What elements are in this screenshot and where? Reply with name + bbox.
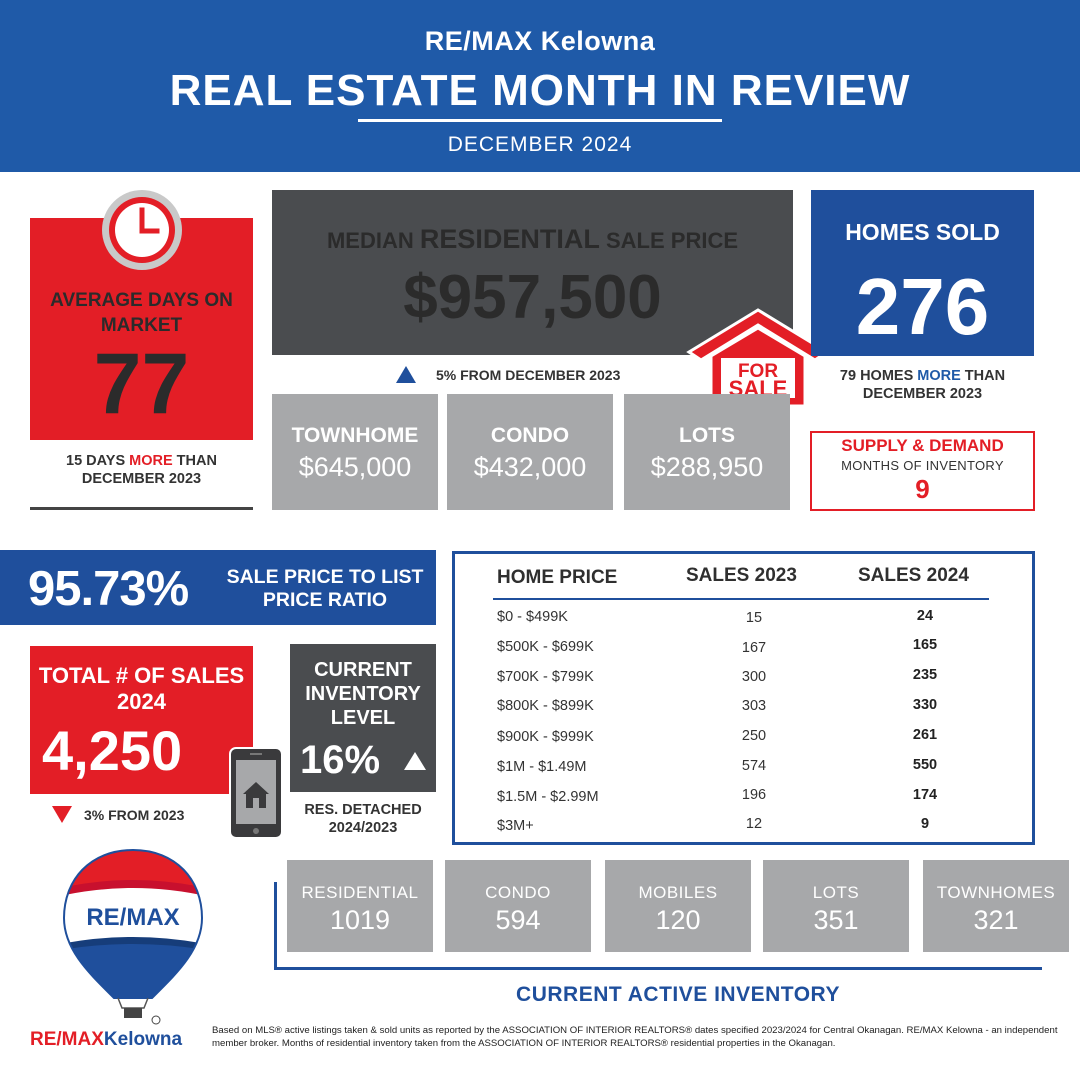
table-header-sales-2023: SALES 2023 <box>686 565 797 586</box>
table-row-2024: 261 <box>912 727 938 743</box>
table-row-range: $700K - $799K <box>497 669 594 685</box>
table-row-range: $0 - $499K <box>497 609 568 625</box>
median-price-value: $957,500 <box>403 263 662 332</box>
active-townhomes-card <box>923 860 1069 952</box>
header-banner <box>0 0 1080 172</box>
condo-price-label: CONDO <box>490 424 570 447</box>
title-divider <box>358 119 722 122</box>
active-townhomes-value: 321 <box>973 905 1019 935</box>
active-inventory-bracket <box>274 882 277 970</box>
table-row-2024: 235 <box>912 667 938 683</box>
current-inventory-value: 16% <box>300 738 381 782</box>
condo-price-value: $432,000 <box>473 452 587 482</box>
active-townhomes-label: TOWNHOMES <box>936 883 1056 902</box>
active-mobiles-value: 120 <box>655 905 701 935</box>
table-row-2023: 12 <box>745 816 763 832</box>
supply-demand-card <box>810 431 1035 511</box>
active-inventory-title: CURRENT ACTIVE INVENTORY <box>516 983 840 1006</box>
table-row-range: $1.5M - $2.99M <box>497 789 599 805</box>
supply-demand-subtitle: MONTHS OF INVENTORY <box>841 458 1004 473</box>
table-row-2024: 330 <box>912 697 938 713</box>
table-row-2023: 15 <box>745 610 763 626</box>
active-residential-card <box>287 860 433 952</box>
median-price-label: MEDIAN RESIDENTIAL SALE PRICE <box>326 224 739 254</box>
table-row-range: $800K - $899K <box>497 698 594 714</box>
active-lots-value: 351 <box>813 905 859 935</box>
sale-to-list-ratio-label: SALE PRICE TO LIST PRICE RATIO <box>226 566 424 611</box>
table-row-range: $1M - $1.49M <box>497 759 587 775</box>
table-row-range: $900K - $999K <box>497 729 594 745</box>
table-row-2023: 167 <box>741 640 767 656</box>
sale-to-list-ratio-value: 95.73% <box>28 562 189 616</box>
lots-price-value: $288,950 <box>650 452 764 482</box>
table-row-2024: 9 <box>920 816 930 832</box>
active-lots-label: LOTS <box>812 883 860 902</box>
table-row-2023: 574 <box>741 758 767 774</box>
days-on-market-divider <box>30 507 253 510</box>
table-row-range: $3M+ <box>497 818 534 834</box>
days-on-market-label: AVERAGE DAYS ON MARKET <box>50 290 233 336</box>
active-condo-value: 594 <box>495 905 541 935</box>
townhome-price-value: $645,000 <box>298 452 412 482</box>
sale-to-list-ratio-banner <box>0 550 436 625</box>
up-arrow-icon <box>404 752 426 770</box>
supply-demand-value: 9 <box>915 474 930 504</box>
for-sale-line1: FOR <box>738 361 778 382</box>
table-header-sales-2024: SALES 2024 <box>858 565 969 586</box>
footer-brand: RE/MAXKelowna <box>30 1029 183 1050</box>
current-inventory-note: RES. DETACHED 2024/2023 <box>304 802 422 836</box>
table-row-2024: 24 <box>916 608 934 624</box>
days-on-market-value: 77 <box>93 336 190 432</box>
table-row-2023: 250 <box>741 728 767 744</box>
active-residential-value: 1019 <box>329 905 391 935</box>
homes-sold-value: 276 <box>855 262 990 351</box>
price-range-table <box>452 551 1035 845</box>
clock-icon <box>100 188 184 272</box>
total-sales-change: 3% FROM 2023 <box>84 807 185 823</box>
homes-sold-comparison: 79 HOMES MORE THAN DECEMBER 2023 <box>839 368 1006 402</box>
homes-sold-label: HOMES SOLD <box>845 219 1000 245</box>
total-sales-value: 4,250 <box>42 719 183 782</box>
townhome-price-card <box>272 394 438 510</box>
down-arrow-icon <box>52 806 72 823</box>
table-row-2024: 550 <box>912 757 938 773</box>
active-condo-card <box>445 860 591 952</box>
remax-balloon-icon: RE/MAX <box>60 846 206 1026</box>
lots-price-label: LOTS <box>679 424 735 447</box>
median-price-change: 5% FROM DECEMBER 2023 <box>436 367 621 383</box>
active-inventory-bracket <box>274 967 1042 970</box>
current-inventory-label: CURRENT INVENTORY LEVEL <box>305 659 421 729</box>
condo-price-card <box>447 394 613 510</box>
table-row-2024: 165 <box>912 637 938 653</box>
table-row-2023: 196 <box>741 787 767 803</box>
up-arrow-icon <box>396 366 416 383</box>
report-month: DECEMBER 2024 <box>447 133 633 156</box>
disclaimer-text: Based on MLS® active listings taken & so… <box>212 1025 1058 1049</box>
townhome-price-label: TOWNHOME <box>291 424 419 447</box>
table-header-home-price: HOME PRICE <box>497 567 618 588</box>
days-on-market-comparison: 15 DAYS MORE THAN DECEMBER 2023 <box>66 453 217 487</box>
table-row-2024: 174 <box>912 787 938 803</box>
total-sales-card <box>30 646 253 794</box>
table-row-2023: 300 <box>741 669 767 685</box>
homes-sold-card <box>811 190 1034 356</box>
table-header-divider <box>493 598 989 600</box>
lots-price-card <box>624 394 790 510</box>
supply-demand-title: SUPPLY & DEMAND <box>841 436 1004 455</box>
brand-title: RE/MAX Kelowna <box>424 26 656 56</box>
phone-house-icon <box>228 746 284 840</box>
table-row-range: $500K - $699K <box>497 639 594 655</box>
median-price-card <box>272 190 793 355</box>
active-condo-label: CONDO <box>485 883 551 902</box>
active-lots-card <box>763 860 909 952</box>
active-residential-label: RESIDENTIAL <box>301 883 419 902</box>
total-sales-label: TOTAL # OF SALES 2024 <box>38 663 245 714</box>
active-mobiles-label: MOBILES <box>638 883 718 902</box>
table-row-2023: 303 <box>741 698 767 714</box>
balloon-text: RE/MAX <box>86 904 179 931</box>
page-title: REAL ESTATE MONTH IN REVIEW <box>169 66 911 115</box>
active-mobiles-card <box>605 860 751 952</box>
for-sale-house-icon: FOR SALE <box>683 306 833 414</box>
